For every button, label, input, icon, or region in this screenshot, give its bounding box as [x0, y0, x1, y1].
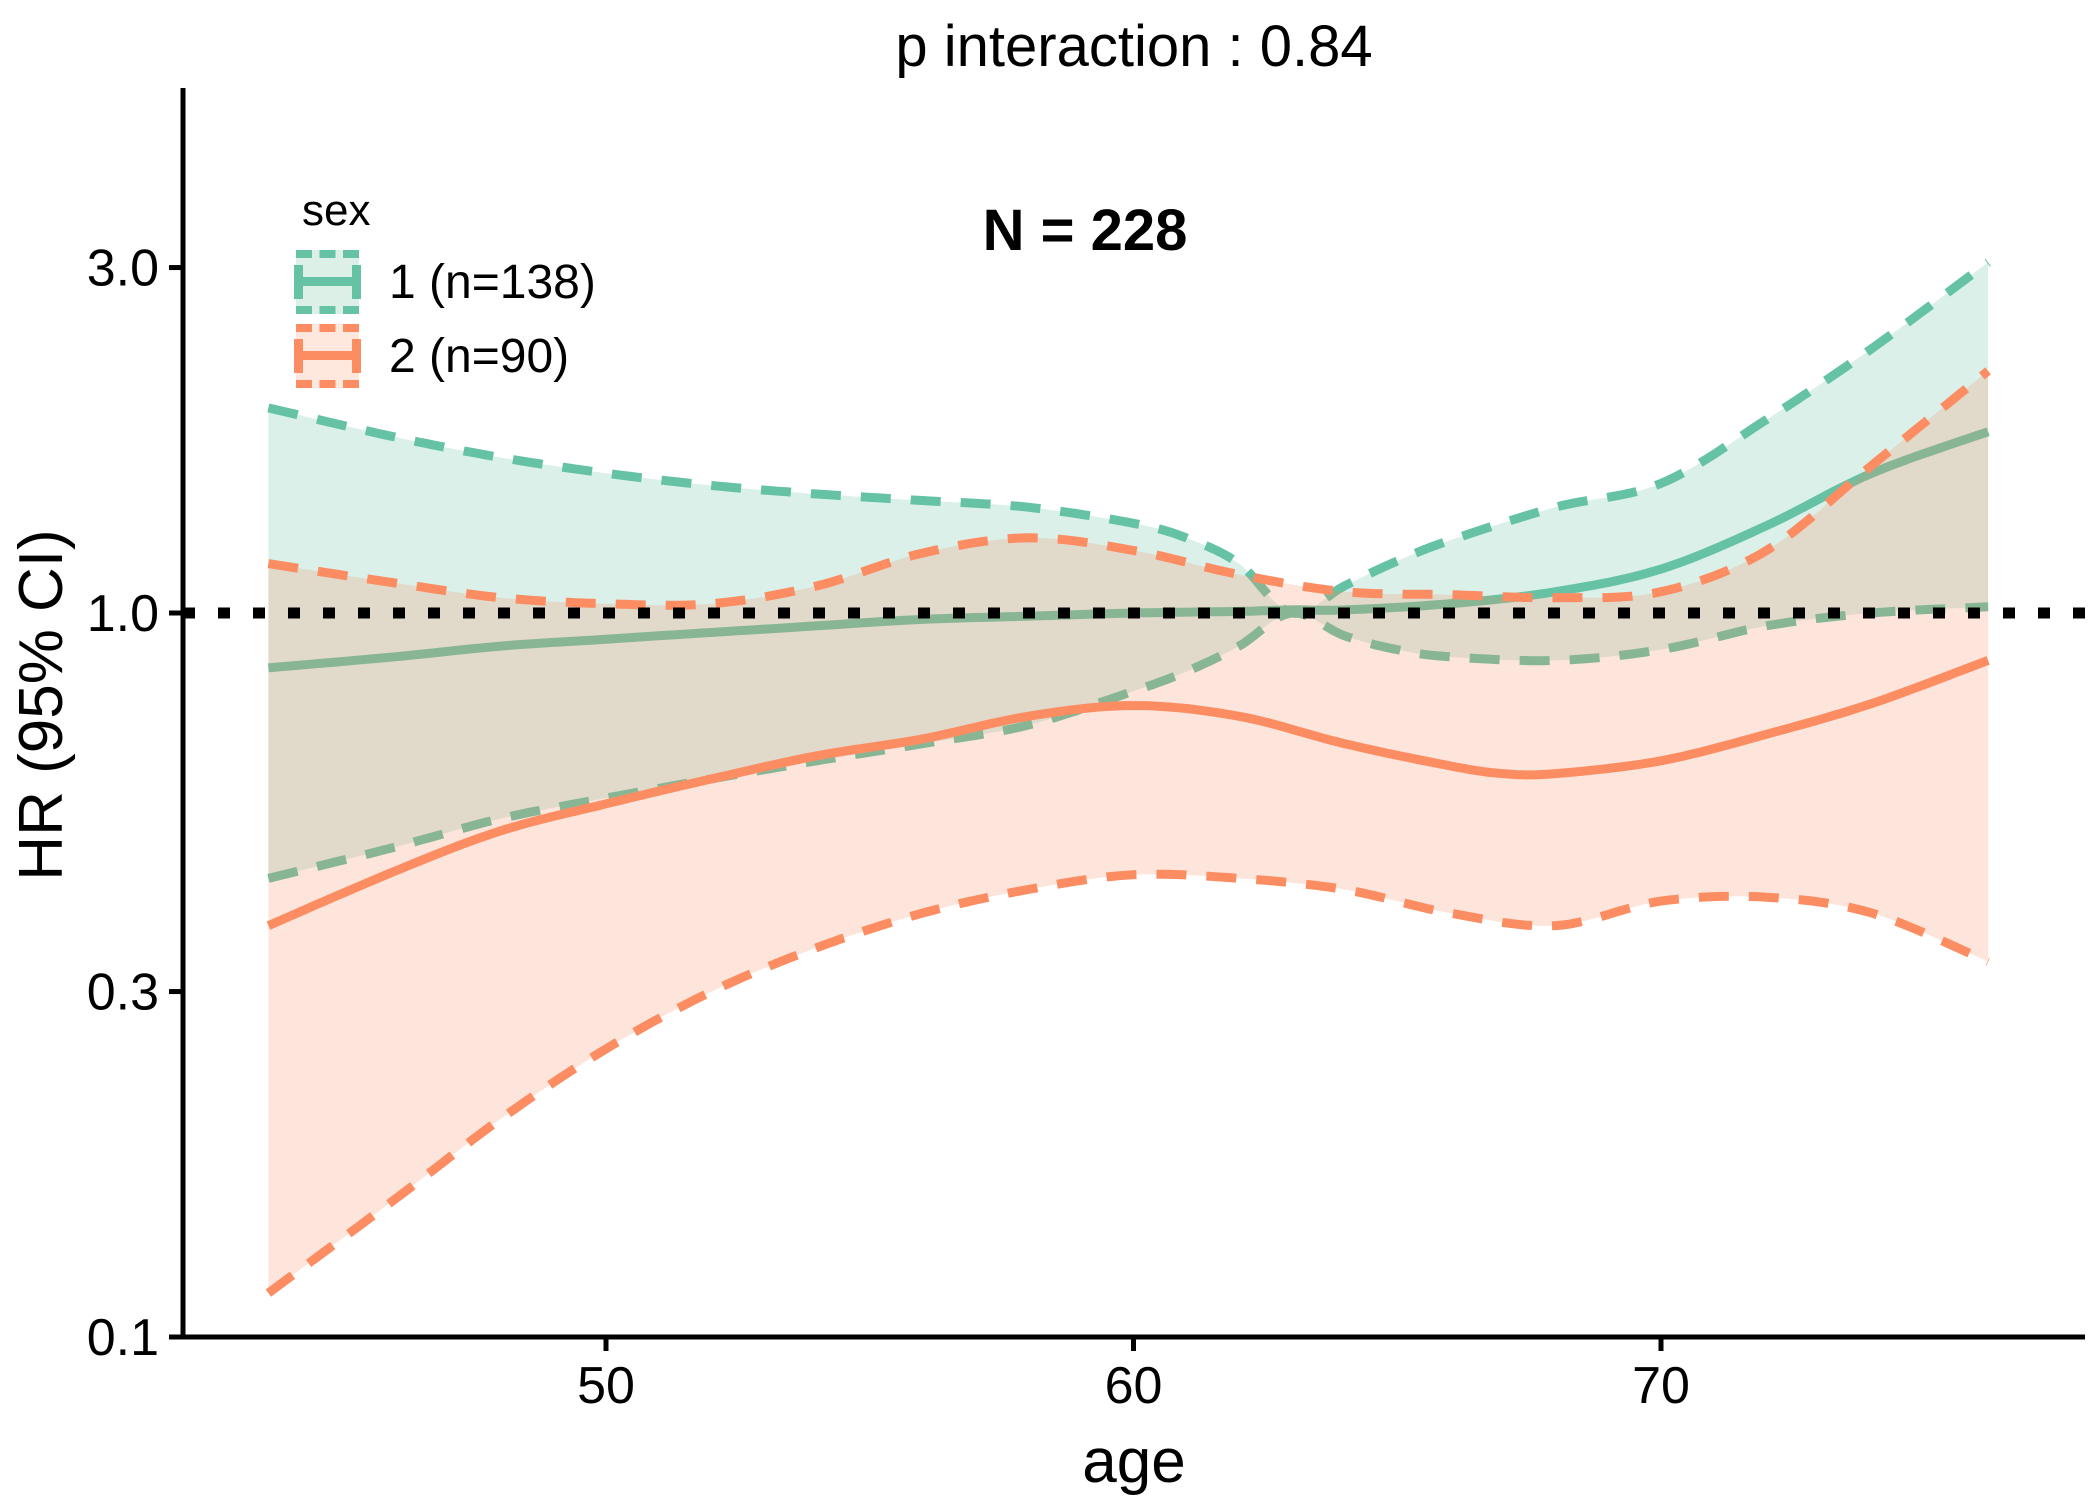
x-tick-label: 50 [577, 1357, 635, 1415]
sex2-hr-curve [266, 656, 1990, 930]
legend-label-sex1: 1 (n=138) [389, 255, 596, 309]
sex1-ci-band [268, 262, 1989, 879]
sex1-upper-curve [267, 258, 1991, 618]
y-tick-label: 1.0 [87, 585, 159, 643]
x-tick-label: 60 [1105, 1357, 1163, 1415]
sex2-upper-curve [267, 367, 1991, 610]
sex2-layer [265, 367, 1991, 1297]
legend-title: sex [302, 186, 371, 235]
sex1-layer [267, 258, 1991, 883]
axes-layer: 0.1 0.3 1.0 3.0 50 60 70 [87, 88, 2085, 1415]
legend-item-sex2: 2 (n=90) [294, 324, 596, 388]
x-tick-label: 70 [1632, 1357, 1690, 1415]
legend-label-sex2: 2 (n=90) [389, 329, 570, 383]
sex2-lower-curve [265, 869, 1990, 1297]
y-axis-title: HR (95% CI) [7, 529, 76, 880]
x-axis-title: age [1082, 1427, 1185, 1496]
chart-title: p interaction : 0.84 [895, 14, 1372, 79]
sex1-lower-curve [267, 602, 1989, 883]
sex1-hr-curve [268, 427, 1990, 673]
legend-key-sex1-icon [294, 250, 361, 314]
y-tick-label: 3.0 [87, 240, 159, 298]
sample-size-annotation: N = 228 [983, 198, 1188, 263]
y-tick-label: 0.3 [87, 964, 159, 1022]
legend-item-sex1: 1 (n=138) [294, 250, 596, 314]
legend-key-sex2-icon [294, 324, 361, 388]
y-tick-label: 0.1 [87, 1309, 159, 1367]
legend: sex 1 (n=138) 2 (n=90) [294, 186, 596, 398]
